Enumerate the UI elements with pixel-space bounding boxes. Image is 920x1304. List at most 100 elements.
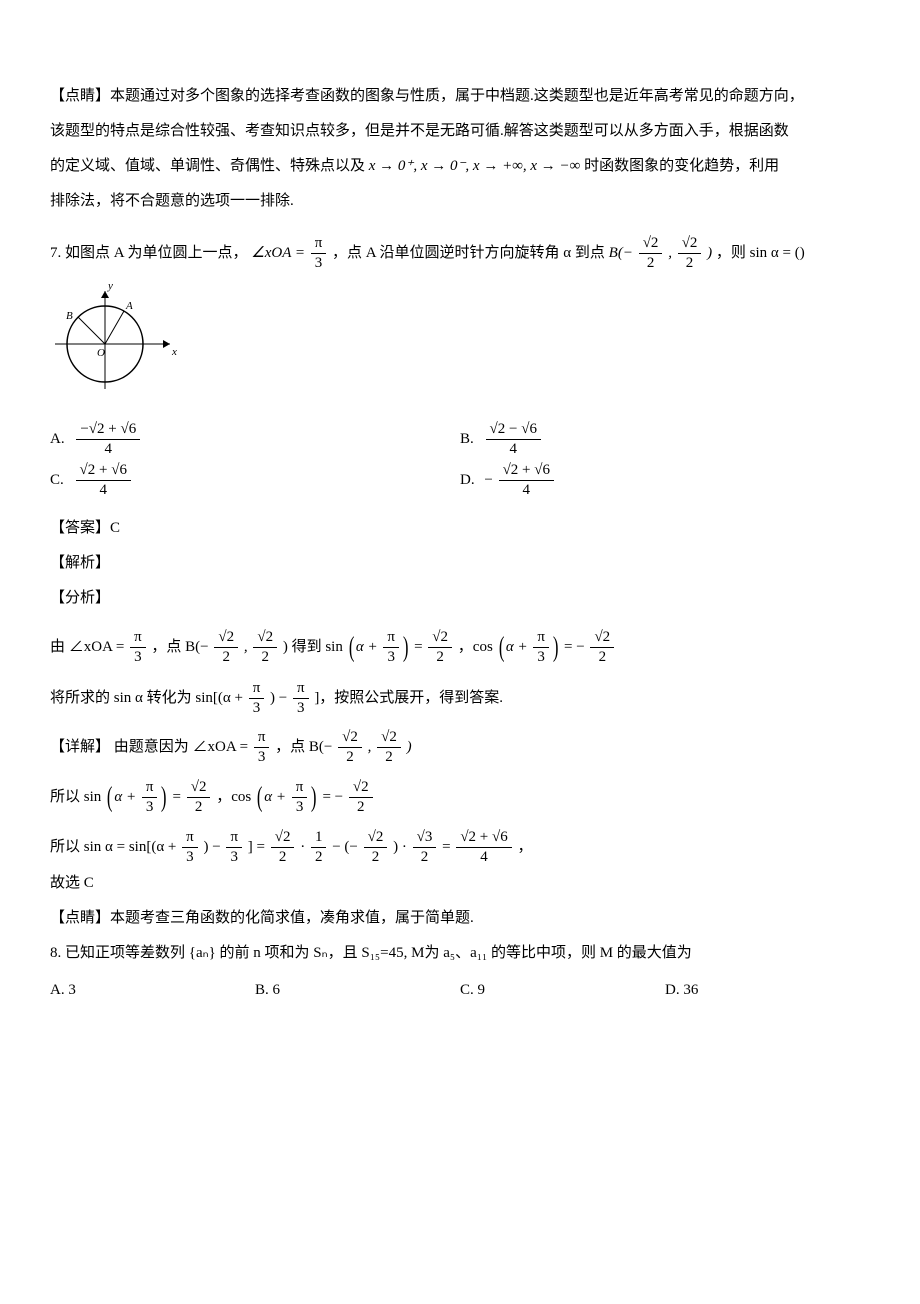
section-label: 【答案】 <box>50 520 110 536</box>
q7-comment: 【点睛】本题考查三角函数的化简求值，凑角求值，属于简单题. <box>50 902 870 935</box>
p6-comment-line1: 【点睛】本题通过对多个图象的选择考查函数的图象与性质，属于中档题.这类题型也是近… <box>50 80 870 113</box>
option-frac: √2 − √6 4 <box>486 422 541 457</box>
denominator: 3 <box>182 848 198 865</box>
numerator: π <box>293 681 309 699</box>
denominator: 2 <box>187 798 211 815</box>
frac-pi-3: π 3 <box>311 236 327 271</box>
option-label: A. <box>50 982 65 998</box>
alpha: α + <box>114 789 136 805</box>
denominator: 2 <box>253 648 277 665</box>
frac-rt2-2: √2 2 <box>187 780 211 815</box>
option-value: 9 <box>478 982 486 998</box>
frac-pi-3: π 3 <box>533 630 549 665</box>
text: 所以 sin α = sin[(α + <box>50 839 176 855</box>
text: 由 ∠xOA = <box>50 639 124 655</box>
option-A: A. 3 <box>50 974 255 1007</box>
denominator: 3 <box>533 648 549 665</box>
option-label: C. <box>50 464 64 497</box>
option-label: C. <box>460 982 474 998</box>
dot: · <box>300 839 305 855</box>
numerator: √2 <box>364 830 388 848</box>
text: 如图点 A 为单位圆上一点， <box>65 245 248 261</box>
denominator: 3 <box>311 254 327 271</box>
q7-answer: 【答案】C <box>50 512 870 545</box>
denominator: 2 <box>590 648 614 665</box>
option-C: C. 9 <box>460 974 665 1007</box>
math-limits: x → 0⁺, x → 0⁻, x → +∞, x → −∞ <box>369 158 581 174</box>
option-C: C. √2 + √6 4 <box>50 463 460 498</box>
frac-pi-3: π 3 <box>254 730 270 765</box>
numerator: π <box>142 780 158 798</box>
numerator: √2 + √6 <box>456 830 511 848</box>
option-label: B. <box>460 423 474 456</box>
frac-rt2-2: √2 2 <box>590 630 614 665</box>
circle-svg: y x O A B <box>50 279 180 399</box>
numerator: √2 <box>639 236 663 254</box>
q7-analysis-line1: 由 ∠xOA = π 3 ，点 B(− √2 2 , √2 2 ) 得到 sin… <box>50 617 870 679</box>
denominator: 4 <box>486 440 541 457</box>
rparen: ) <box>311 767 317 829</box>
text: 本题通过对多个图象的选择考查函数的图象与性质，属于中档题.这类题型也是近年高考常… <box>110 88 804 104</box>
frac-rt3-2: √3 2 <box>413 830 437 865</box>
point-b-open: B(− <box>609 245 633 261</box>
neg: − <box>335 789 343 805</box>
denominator: 2 <box>413 848 437 865</box>
denominator: 4 <box>499 481 554 498</box>
q7-analysis-line2: 将所求的 sin α 转化为 sin[(α + π 3 ) − π 3 ]，按照… <box>50 681 870 716</box>
text: ，点 B(− <box>151 639 208 655</box>
denominator: 2 <box>271 848 295 865</box>
numerator: √2 <box>349 780 373 798</box>
comma: , <box>368 739 372 755</box>
frac-rt2-2: √2 2 <box>253 630 277 665</box>
option-value: 6 <box>273 982 281 998</box>
rparen: ) <box>161 767 167 829</box>
p6-comment-line4: 排除法，将不合题意的选项一一排除. <box>50 185 870 218</box>
numerator: √2 <box>271 830 295 848</box>
numerator: √2 + √6 <box>499 463 554 481</box>
frac-rt2-2: √2 2 <box>639 236 663 271</box>
option-value: 36 <box>683 982 698 998</box>
frac-pi-3: π 3 <box>182 830 198 865</box>
point-b-close: ) <box>707 245 712 261</box>
numerator: √3 <box>413 830 437 848</box>
text: ) · <box>393 839 407 855</box>
p6-comment-line2: 该题型的特点是综合性较强、考查知识点较多，但是并不是无路可循.解答这类题型可以从… <box>50 115 870 148</box>
frac-half: 1 2 <box>311 830 327 865</box>
lparen: ( <box>348 617 354 679</box>
denominator: 2 <box>364 848 388 865</box>
text: 的定义域、值域、单调性、奇偶性、特殊点以及 <box>50 158 369 174</box>
frac-pi-3: π 3 <box>130 630 146 665</box>
numerator: √2 <box>253 630 277 648</box>
frac-rt2-2: √2 2 <box>364 830 388 865</box>
numerator: √2 − √6 <box>486 422 541 440</box>
frac-pi-3: π 3 <box>292 780 308 815</box>
denominator: 2 <box>338 748 362 765</box>
q8-stem: 8. 已知正项等差数列 {aₙ} 的前 n 项和为 Sₙ，且 S₁₅=45, M… <box>50 937 870 970</box>
q7-jiexi: 【解析】 <box>50 547 870 580</box>
option-label: D. <box>665 982 680 998</box>
q8-options: A. 3 B. 6 C. 9 D. 36 <box>50 974 870 1007</box>
q7-options-row2: C. √2 + √6 4 D. − √2 + √6 4 <box>50 463 870 498</box>
denominator: 3 <box>249 699 265 716</box>
p6-comment-line3: 的定义域、值域、单调性、奇偶性、特殊点以及 x → 0⁺, x → 0⁻, x … <box>50 150 870 183</box>
question-number: 7. <box>50 245 61 261</box>
text: ，点 A 沿单位圆逆时针方向旋转角 α 到点 <box>332 245 609 261</box>
line-OB <box>78 317 105 344</box>
denominator: 3 <box>254 748 270 765</box>
denominator: 2 <box>377 748 401 765</box>
numerator: π <box>292 780 308 798</box>
text: 所以 sin <box>50 789 101 805</box>
option-A: A. −√2 + √6 4 <box>50 422 460 457</box>
text: ] = <box>248 839 265 855</box>
numerator: π <box>311 236 327 254</box>
text: ) − <box>203 839 220 855</box>
frac-rt2-2: √2 2 <box>377 730 401 765</box>
section-label: 【点睛】 <box>50 910 110 926</box>
y-arrow <box>101 291 109 298</box>
denominator: 2 <box>428 648 452 665</box>
text: 将所求的 sin α 转化为 sin[(α + <box>50 690 243 706</box>
lparen: ( <box>498 617 504 679</box>
text: ，cos <box>216 789 251 805</box>
q7-conclusion: 故选 C <box>50 867 870 900</box>
text: 由题意因为 ∠xOA = <box>114 739 248 755</box>
